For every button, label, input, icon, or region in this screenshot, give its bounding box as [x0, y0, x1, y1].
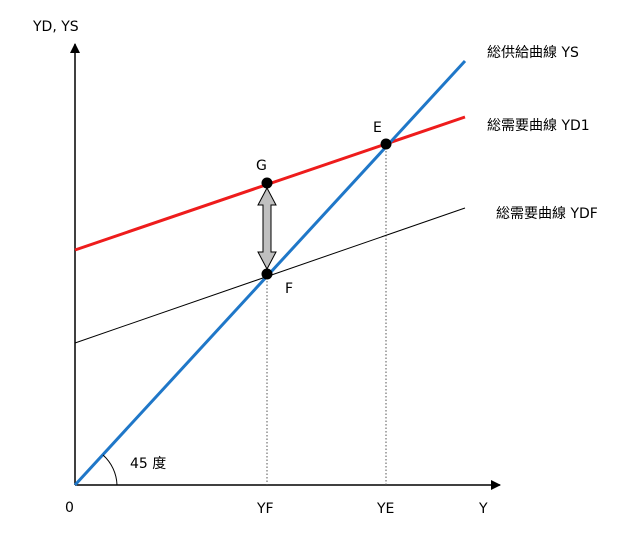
angle-arc — [102, 454, 118, 486]
gap-double-arrow — [257, 186, 277, 271]
point-g — [261, 177, 273, 189]
ydf-line-label: 総需要曲線 YDF — [496, 206, 598, 222]
point-g-label: G — [256, 158, 267, 174]
angle-label: 45 度 — [130, 456, 166, 472]
point-f-label: F — [285, 281, 293, 297]
ys-line-label: 総供給曲線 YS — [487, 45, 579, 61]
tick-ye-label: YE — [376, 501, 394, 517]
point-f — [261, 268, 273, 280]
point-e-label: E — [373, 120, 382, 136]
tick-yf-label: YF — [256, 501, 274, 517]
point-e — [380, 138, 392, 150]
origin-label: 0 — [65, 500, 74, 516]
yd1-line-label: 総需要曲線 YD1 — [487, 118, 590, 134]
y-axis-label: YD, YS — [32, 19, 79, 35]
x-axis-label: Y — [478, 501, 488, 517]
